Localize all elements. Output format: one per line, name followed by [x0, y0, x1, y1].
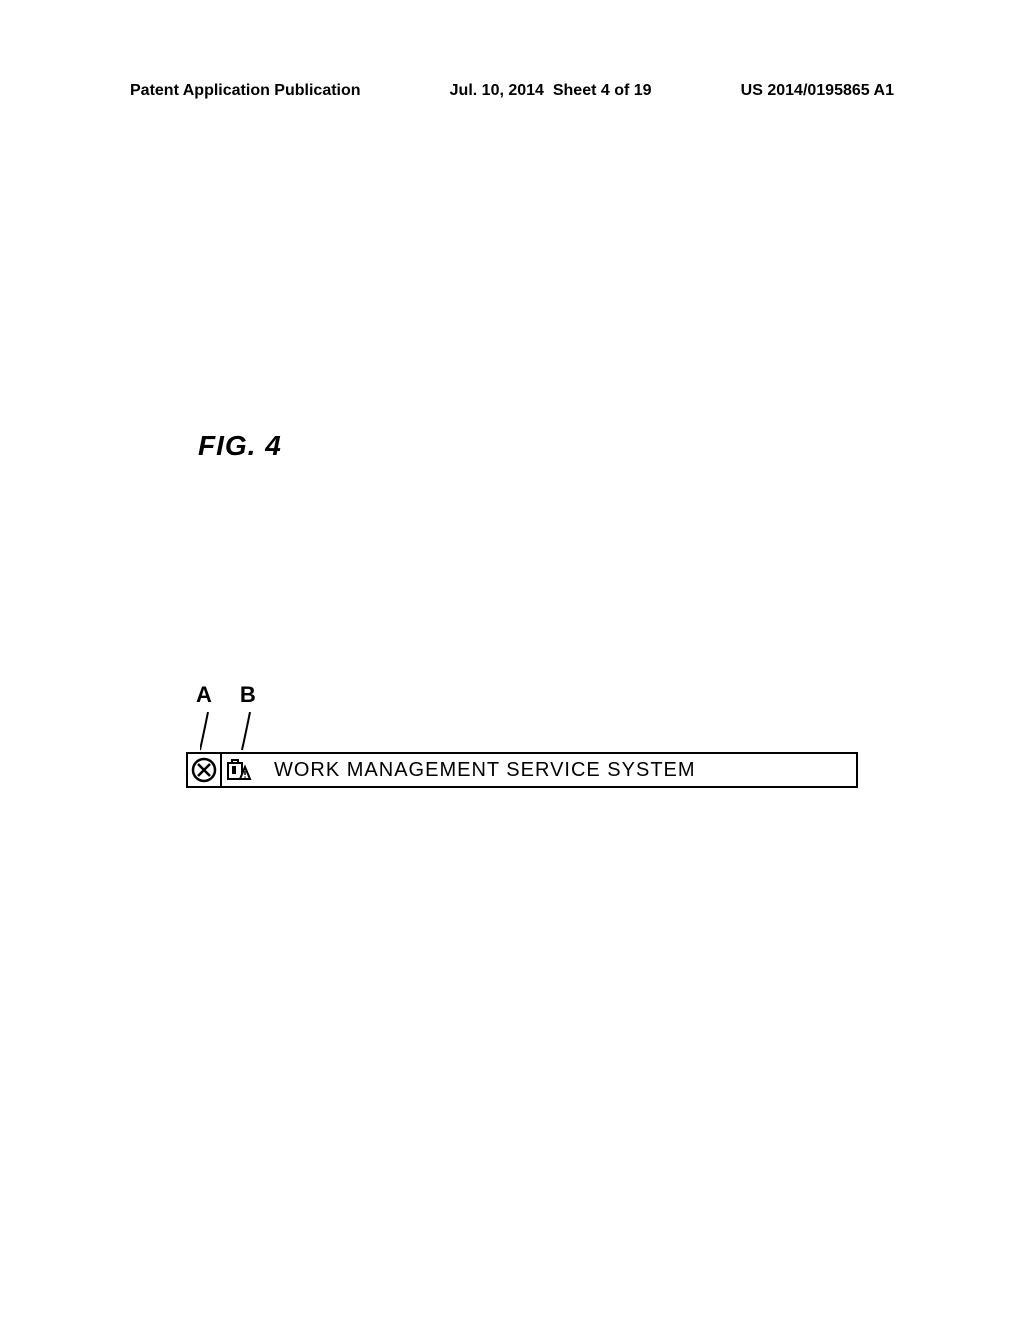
battery-alert-icon[interactable]: [222, 753, 256, 787]
window-title: WORK MANAGEMENT SERVICE SYSTEM: [256, 759, 696, 782]
publication-type: Patent Application Publication: [130, 82, 361, 100]
close-x-icon[interactable]: [188, 753, 222, 787]
window-titlebar: WORK MANAGEMENT SERVICE SYSTEM: [186, 752, 858, 788]
callout-a-label: A: [196, 682, 212, 708]
callout-leader-lines: [200, 712, 280, 754]
page-header: Patent Application Publication Jul. 10, …: [130, 82, 894, 100]
publication-number: US 2014/0195865 A1: [741, 82, 894, 100]
callout-b-label: B: [240, 682, 256, 708]
callout-labels: A B: [196, 682, 256, 708]
figure-label: FIG. 4: [198, 430, 282, 462]
publication-date-sheet: Jul. 10, 2014 Sheet 4 of 19: [450, 82, 652, 100]
